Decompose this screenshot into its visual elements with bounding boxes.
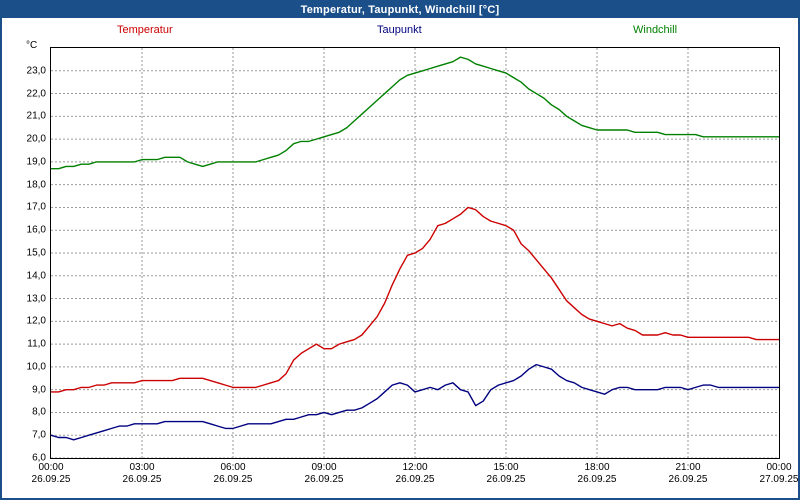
y-axis-tick-label: 7,0	[32, 429, 46, 441]
x-axis-tick-date: 26.09.25	[486, 474, 526, 485]
x-axis-tick-time: 09:00	[311, 462, 337, 473]
y-axis-tick-label: 8,0	[32, 406, 46, 418]
y-axis-tick-label: 18,0	[26, 179, 46, 191]
x-axis-tick-time: 00:00	[38, 462, 64, 473]
plot-area	[50, 47, 780, 459]
y-axis-tick-label: 21,0	[26, 110, 46, 122]
x-axis-tick-date: 27.09.25	[759, 474, 799, 485]
y-axis-tick-label: 9,0	[32, 384, 46, 396]
y-axis-tick-label: 15,0	[26, 247, 46, 259]
legend-label-windchill: Windchill	[633, 24, 678, 36]
y-axis-tick-label: 23,0	[26, 65, 46, 77]
x-axis-tick-date: 26.09.25	[122, 474, 162, 485]
window-titlebar: Temperatur, Taupunkt, Windchill [°C]	[2, 2, 798, 18]
y-axis-unit-label: °C	[26, 40, 38, 51]
legend-item-taupunkt: Taupunkt	[377, 24, 422, 36]
y-axis-tick-label: 12,0	[26, 315, 46, 327]
x-axis-tick-date: 26.09.25	[577, 474, 617, 485]
x-axis-tick-label: 18:00 26.09.25	[578, 462, 617, 486]
x-axis-tick-date: 26.09.25	[213, 474, 253, 485]
x-axis-tick-date: 26.09.25	[395, 474, 435, 485]
x-axis-tick-label: 00:00 27.09.25	[760, 462, 799, 486]
x-axis-tick-time: 06:00	[220, 462, 246, 473]
x-axis-tick-time: 15:00	[493, 462, 519, 473]
y-axis-tick-label: 16,0	[26, 224, 46, 236]
x-axis-tick-time: 18:00	[584, 462, 610, 473]
x-axis-tick-date: 26.09.25	[31, 474, 71, 485]
x-axis-tick-label: 00:00 26.09.25	[32, 462, 71, 486]
legend-item-temperatur: Temperatur	[117, 24, 173, 36]
x-axis-tick-label: 15:00 26.09.25	[487, 462, 526, 486]
y-axis-tick-label: 17,0	[26, 201, 46, 213]
x-axis-tick-label: 09:00 26.09.25	[305, 462, 344, 486]
x-axis-tick-time: 21:00	[675, 462, 701, 473]
plot-area-wrapper: 6,0 7,0 8,0 9,0 10,0 11,0 12,0 13,0 14,0 15,0 16,0…	[27, 47, 798, 485]
y-axis-tick-label: 19,0	[26, 156, 46, 168]
y-axis-tick-label: 6,0	[32, 452, 46, 464]
x-axis-tick-time: 03:00	[129, 462, 155, 473]
y-axis-tick-label: 13,0	[26, 293, 46, 305]
window-title: Temperatur, Taupunkt, Windchill [°C]	[300, 4, 500, 16]
x-axis-tick-time: 00:00	[766, 462, 792, 473]
y-axis-tick-label: 20,0	[26, 133, 46, 145]
legend-item-windchill: Windchill	[633, 24, 677, 36]
y-axis-tick-label: 10,0	[26, 361, 46, 373]
legend-label-taupunkt: Taupunkt	[377, 24, 422, 36]
x-axis-tick-time: 12:00	[402, 462, 428, 473]
y-axis-tick-label: 22,0	[26, 88, 46, 100]
x-axis-tick-label: 06:00 26.09.25	[214, 462, 253, 486]
y-axis-tick-label: 14,0	[26, 270, 46, 282]
x-axis-tick-date: 26.09.25	[304, 474, 344, 485]
x-axis-tick-date: 26.09.25	[668, 474, 708, 485]
y-axis-tick-label: 11,0	[27, 338, 46, 350]
x-axis-tick-label: 21:00 26.09.25	[669, 462, 708, 486]
x-axis-tick-label: 03:00 26.09.25	[123, 462, 162, 486]
x-axis-tick-label: 12:00 26.09.25	[396, 462, 435, 486]
chart-canvas	[51, 48, 779, 458]
legend-label-temperatur: Temperatur	[117, 24, 173, 36]
